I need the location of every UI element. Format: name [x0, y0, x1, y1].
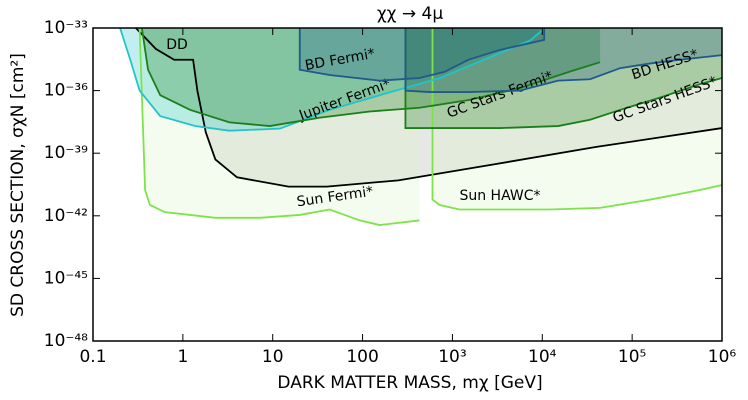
x-tick-label: 1 — [177, 347, 188, 367]
exclusion-region — [141, 28, 601, 127]
limit-curve — [140, 27, 601, 127]
y-tick-label: 10⁻³⁶ — [44, 81, 88, 101]
limit-curve — [404, 28, 723, 93]
exclusion-region — [135, 28, 723, 187]
x-tick-label: 10³ — [438, 347, 466, 367]
limit-curve — [138, 27, 420, 226]
exclusion-region — [405, 28, 722, 129]
x-tick-label: 0.1 — [79, 347, 106, 367]
y-tick-label: 10⁻⁴⁸ — [44, 331, 88, 351]
curve-label: DD — [166, 37, 188, 53]
x-tick-label: 10 — [262, 347, 284, 367]
y-tick-label: 10⁻⁴⁵ — [44, 268, 88, 288]
limit-curve — [119, 27, 546, 132]
limit-curve — [135, 27, 723, 188]
curve-label: Sun HAWC* — [459, 188, 540, 204]
y-axis-label: SD CROSS SECTION, σχN [cm²] — [8, 53, 28, 317]
x-tick-label: 10⁵ — [618, 347, 646, 367]
limit-curve — [298, 28, 546, 82]
exclusion-region — [299, 28, 545, 81]
x-tick-label: 10⁴ — [528, 347, 557, 367]
x-axis-label: DARK MATTER MASS, mχ [GeV] — [277, 373, 542, 393]
exclusion-region — [405, 28, 722, 93]
x-tick-label: 10⁶ — [708, 347, 737, 367]
exclusion-region — [432, 28, 722, 210]
exclusion-region — [120, 28, 545, 131]
y-tick-label: 10⁻⁴² — [44, 206, 88, 226]
limit-curve — [404, 28, 723, 129]
chart-title: χχ → 4μ — [377, 4, 444, 24]
x-tick-label: 100 — [346, 347, 378, 367]
plot-frame — [92, 27, 723, 342]
y-tick-label: 10⁻³⁹ — [44, 143, 88, 163]
y-tick-label: 10⁻³³ — [44, 18, 88, 38]
limit-curve — [431, 28, 723, 211]
